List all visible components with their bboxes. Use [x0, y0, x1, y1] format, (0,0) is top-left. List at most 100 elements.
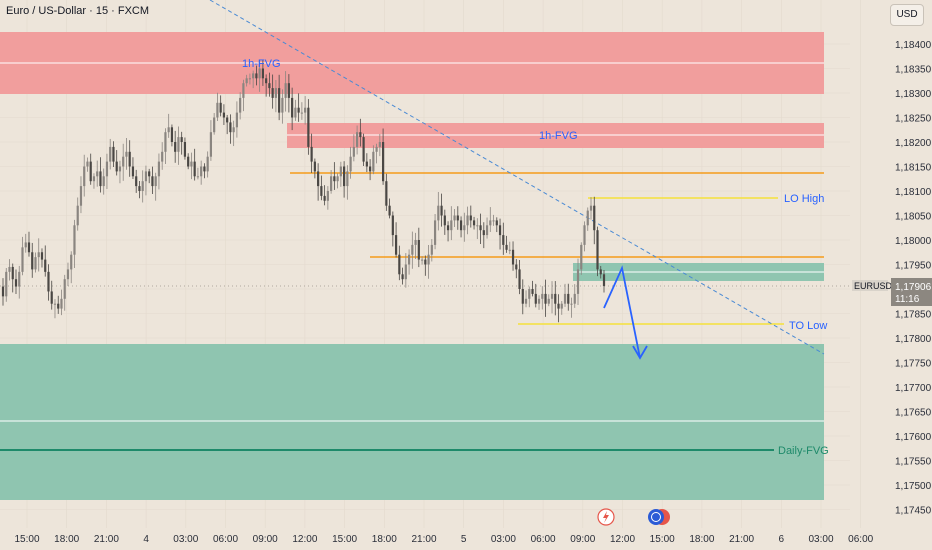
candle-body [550, 293, 554, 299]
candle-body [304, 107, 307, 113]
price-tick-label: 1,17800 [895, 334, 932, 345]
candle-body [50, 291, 53, 304]
candle-body [102, 176, 105, 187]
candle-body [96, 171, 99, 177]
candle-body [362, 137, 365, 162]
time-tick-label: 5 [461, 534, 467, 545]
candle-body [258, 68, 261, 79]
candle-body [112, 146, 115, 162]
candle-body [226, 117, 229, 123]
candle-body [398, 254, 401, 275]
candle-body [14, 279, 18, 287]
candle-body [554, 293, 557, 304]
candle-body [92, 176, 96, 182]
candle-body [589, 205, 593, 211]
candle-body [271, 88, 274, 98]
candle-body [187, 156, 190, 167]
candle-body [232, 127, 235, 133]
time-tick-label: 15:00 [14, 534, 39, 545]
candle-body [291, 97, 294, 118]
candle-body [378, 142, 381, 147]
time-tick-label: 06:00 [531, 534, 556, 545]
fvg-1h-top-label: 1h-FVG [242, 58, 281, 70]
candle-body [349, 156, 352, 172]
candle-body [73, 225, 76, 255]
candle-body [596, 230, 599, 270]
candle-body [515, 264, 518, 270]
candle-body [388, 205, 391, 216]
candle-body [216, 102, 219, 118]
candles [1, 59, 606, 323]
candle-body [333, 176, 336, 182]
price-tick-label: 1,18100 [895, 187, 932, 198]
candle-body [1, 286, 5, 297]
candle-body [381, 142, 385, 182]
fvg-1h-mid-label: 1h-FVG [539, 130, 578, 142]
candle-body [40, 252, 44, 260]
candle-body [248, 78, 251, 80]
candle-body [576, 269, 580, 294]
candle-body [193, 161, 196, 177]
candle-body [31, 252, 34, 270]
candle-body [524, 298, 528, 304]
candle-body [148, 171, 151, 177]
candle-body [115, 161, 118, 172]
candle-body [141, 181, 144, 191]
economic-event-icon[interactable] [648, 509, 670, 525]
time-tick-label: 03:00 [491, 534, 516, 545]
candle-body [294, 107, 297, 118]
candle-body [170, 127, 174, 142]
candle-body [476, 225, 479, 227]
price-tick-label: 1,18250 [895, 114, 932, 125]
levels [0, 172, 850, 325]
price-tick-label: 1,18350 [895, 65, 932, 76]
candle-body [518, 269, 521, 289]
candle-body [407, 254, 411, 265]
candle-body [70, 254, 73, 270]
price-tick-label: 1,17650 [895, 408, 932, 419]
candle-body [326, 191, 329, 201]
candle-body [541, 293, 544, 299]
candle-body [359, 132, 362, 138]
candle-body [109, 146, 112, 162]
candle-body [86, 161, 89, 167]
candle-body [281, 97, 284, 113]
candle-body [430, 244, 433, 255]
trendline [209, 0, 825, 355]
lightning-event-icon[interactable] [597, 508, 615, 526]
candle-body [167, 127, 170, 133]
price-tick-label: 1,17600 [895, 432, 932, 443]
candle-body [459, 220, 463, 231]
currency-button[interactable]: USD [890, 4, 924, 26]
last-price-value: 1,17906 [895, 282, 932, 293]
candle-body [242, 83, 245, 98]
candle-body [79, 186, 83, 206]
candle-body [190, 161, 193, 167]
candle-body [492, 220, 495, 222]
candle-body [83, 166, 86, 187]
candle-body [472, 220, 476, 226]
price-tick-label: 1,18000 [895, 236, 932, 247]
price-tick-label: 1,17750 [895, 359, 932, 370]
candle-body [583, 225, 586, 245]
candle-body [498, 225, 502, 236]
candle-body [261, 68, 264, 79]
candle-body [161, 151, 164, 162]
candle-body [274, 88, 277, 98]
candle-body [128, 151, 131, 167]
candle-body [401, 274, 404, 280]
price-tick-label: 1,17450 [895, 506, 932, 517]
candle-body [417, 240, 420, 260]
time-tick-label: 21:00 [729, 534, 754, 545]
candle-body [391, 215, 394, 236]
candle-body [44, 259, 47, 272]
price-tick-label: 1,17700 [895, 383, 932, 394]
time-axis[interactable]: 15:00 18:00 21:00 4 03:00 06:00 09:00 12:00 15:0… [14, 534, 873, 545]
price-tick-label: 1,18400 [895, 40, 932, 51]
symbol-title[interactable]: Euro / US-Dollar · 15 · FXCM [6, 5, 150, 17]
candle-body [53, 303, 57, 305]
time-tick-label: 18:00 [54, 534, 79, 545]
candle-body [368, 166, 372, 172]
